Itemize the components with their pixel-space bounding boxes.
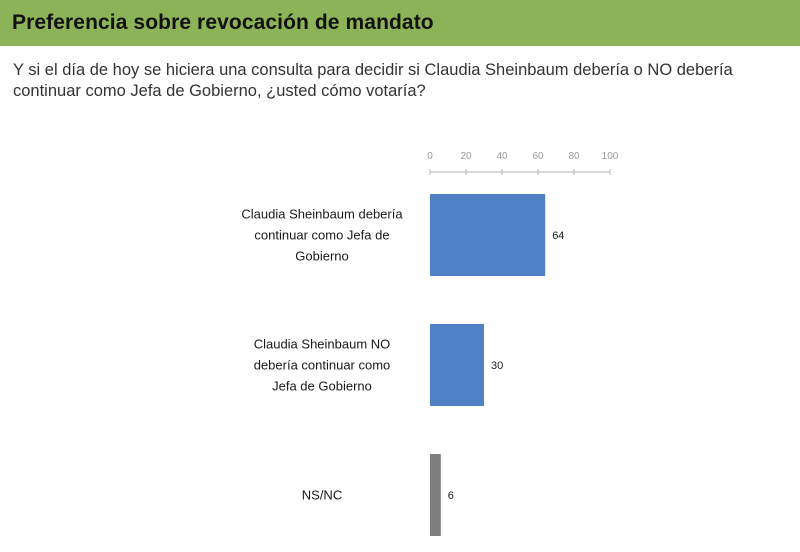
category-label: NS/NC — [302, 488, 342, 503]
x-tick-label: 40 — [496, 151, 508, 162]
data-label: 30 — [491, 360, 503, 372]
bar — [430, 454, 441, 536]
x-tick-label: 60 — [532, 151, 544, 162]
bar — [430, 194, 546, 276]
category-label: Claudia Sheinbaum NO debería continuar co… — [254, 337, 391, 394]
x-tick-label: 100 — [602, 151, 619, 162]
category-label: Claudia Sheinbaum debería continuar como … — [241, 207, 403, 264]
bar — [430, 324, 484, 406]
page-title: Preferencia sobre revocación de mandato — [12, 11, 434, 34]
survey-question: Y si el día de hoy se hiciera una consul… — [13, 61, 733, 100]
x-tick-label: 0 — [427, 151, 433, 162]
data-label: 64 — [552, 230, 564, 242]
header-bar: Preferencia sobre revocación de mandato — [0, 0, 800, 46]
x-tick-label: 80 — [568, 151, 580, 162]
x-tick-label: 20 — [460, 151, 472, 162]
data-label: 6 — [448, 490, 454, 502]
